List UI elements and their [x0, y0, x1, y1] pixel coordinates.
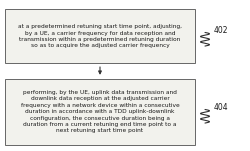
Text: at a predetermined retuning start time point, adjusting,
by a UE, a carrier freq: at a predetermined retuning start time p…: [18, 24, 182, 48]
Text: 402: 402: [214, 26, 228, 35]
FancyBboxPatch shape: [5, 79, 195, 145]
FancyBboxPatch shape: [5, 9, 195, 63]
Text: 404: 404: [214, 103, 228, 112]
Text: performing, by the UE, uplink data transmission and
downlink data reception at t: performing, by the UE, uplink data trans…: [20, 90, 180, 133]
